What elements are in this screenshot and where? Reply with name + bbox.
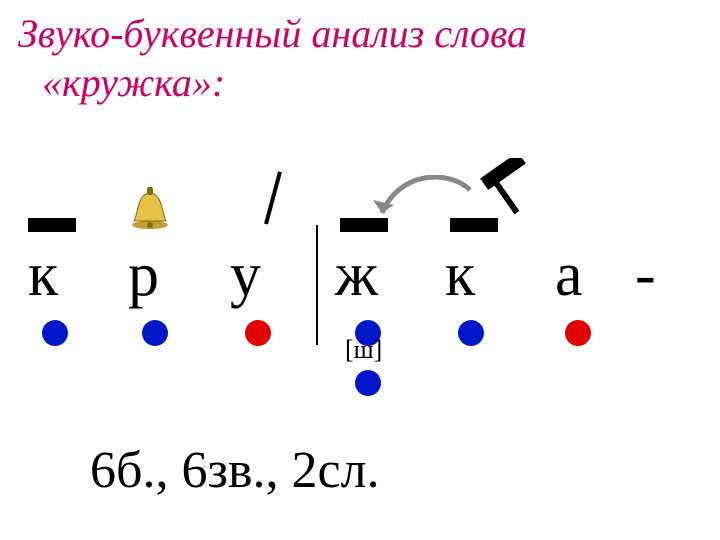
letter-u: у xyxy=(230,240,261,311)
dot-k2 xyxy=(458,320,484,346)
hammer-icon xyxy=(470,158,540,223)
letter-k1: к xyxy=(28,240,58,311)
title-line2: «кружка»: xyxy=(18,60,225,105)
letter-zh: ж xyxy=(335,240,378,311)
stress-mark xyxy=(250,170,280,224)
dot-k1 xyxy=(42,320,68,346)
bell-icon xyxy=(128,185,172,238)
syllable-separator xyxy=(316,225,318,345)
letter-a: а xyxy=(555,240,583,311)
dot-extra xyxy=(355,370,381,396)
dot-u xyxy=(245,320,271,346)
letter-k2: к xyxy=(445,240,475,311)
title-line1: Звуко-буквенный анализ слова xyxy=(18,11,527,56)
title: Звуко-буквенный анализ слова «кружка»: xyxy=(18,10,698,108)
dot-r xyxy=(142,320,168,346)
dot-a xyxy=(565,320,591,346)
summary-text: 6б., 6зв., 2сл. xyxy=(90,441,380,500)
letter-r: р xyxy=(128,240,159,311)
hard-bar-k1 xyxy=(28,218,76,232)
phonetic-note: [ш] xyxy=(345,335,382,365)
phonetic-analysis-diagram: Звуко-буквенный анализ слова «кружка»: к… xyxy=(0,0,720,540)
trailing-dash: - xyxy=(635,240,656,311)
